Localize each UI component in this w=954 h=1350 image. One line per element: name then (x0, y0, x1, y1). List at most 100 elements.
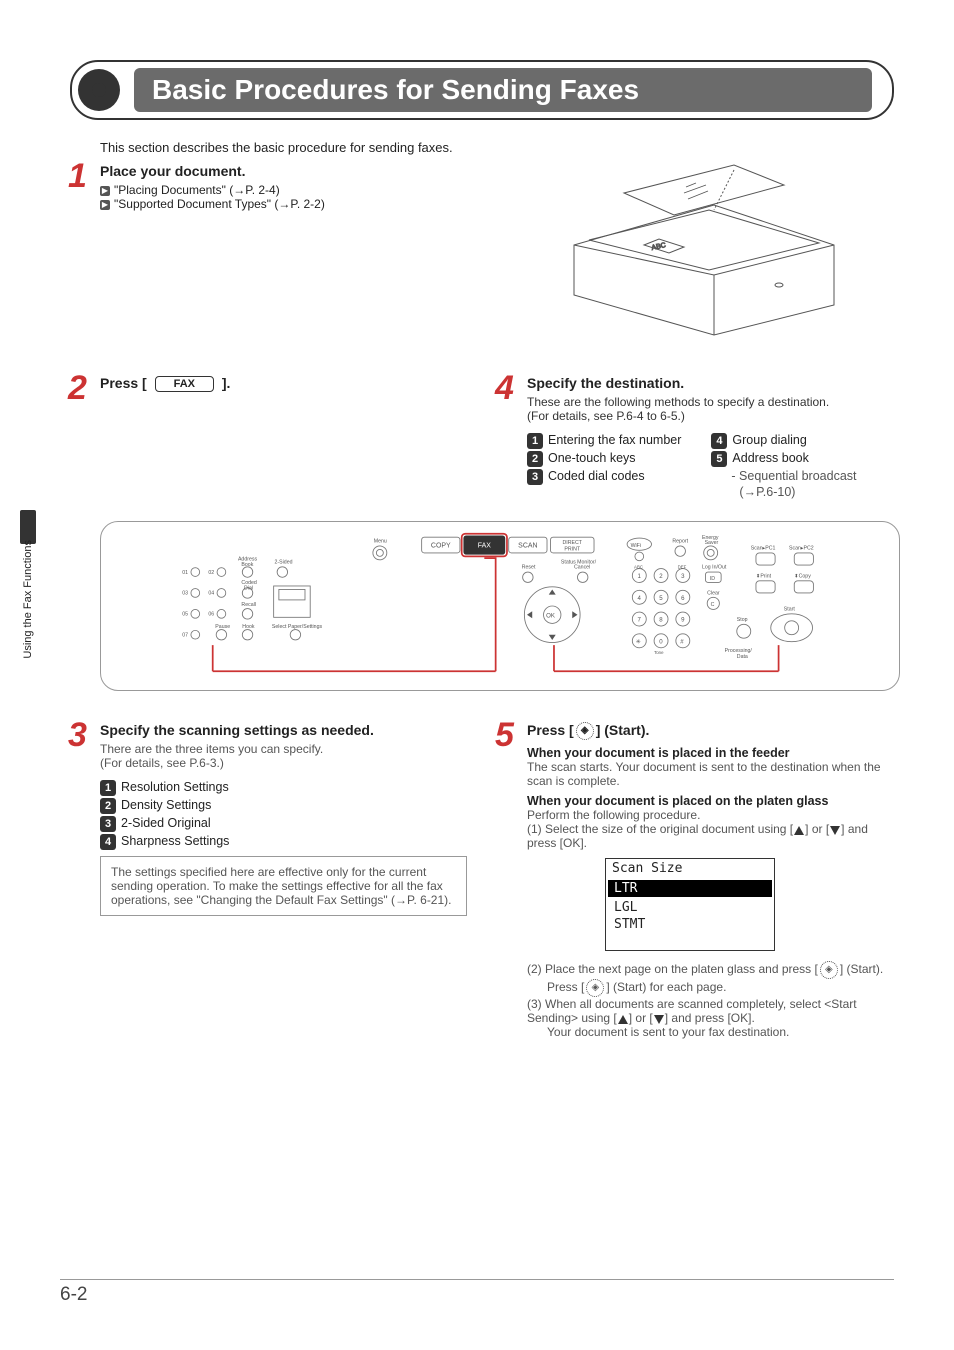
s5-p2: Perform the following procedure. (527, 808, 894, 822)
svg-text:2: 2 (659, 573, 663, 580)
svg-text:OK: OK (546, 612, 555, 619)
svg-text:⬍Copy: ⬍Copy (794, 573, 811, 579)
step-2-press: Press [ (100, 375, 147, 391)
svg-text:Processing/: Processing/ (725, 648, 753, 654)
svg-text:Hook: Hook (242, 624, 255, 630)
svg-text:Scan▸PC2: Scan▸PC2 (789, 545, 814, 551)
svg-text:Saver: Saver (705, 540, 719, 546)
step-3: 3 Specify the scanning settings as neede… (100, 722, 467, 916)
scan-size-display: Scan Size LTR LGL STMT (605, 858, 775, 951)
step-3-sub2: (For details, see P.6-3.) (100, 756, 467, 770)
svg-text:01: 01 (182, 570, 188, 576)
s4-extra1: - Sequential broadcast (731, 469, 856, 483)
s3-i4: 4Sharpness Settings (100, 834, 467, 850)
svg-text:DIRECT: DIRECT (563, 540, 583, 546)
svg-text:6: 6 (681, 595, 685, 602)
svg-text:Pause: Pause (215, 624, 230, 630)
step-2-heading: Press [ FAX ]. (100, 375, 467, 392)
step-5-num: 5 (495, 716, 514, 755)
s5-h1: When your document is placed in the feed… (527, 746, 894, 760)
step-2-num: 2 (68, 369, 87, 408)
step-4-num: 4 (495, 369, 514, 408)
svg-text:Start: Start (784, 606, 796, 612)
intro-text: This section describes the basic procedu… (100, 140, 894, 155)
start-icon: ◈ (576, 722, 594, 740)
svg-text:05: 05 (182, 612, 188, 618)
scan-r1: LGL (606, 899, 774, 916)
s4-l2: 2One-touch keys (527, 451, 681, 467)
svg-text:1: 1 (638, 573, 642, 580)
s3-i1: 1Resolution Settings (100, 780, 467, 796)
scan-r2: STMT (606, 916, 774, 933)
page-title: Basic Procedures for Sending Faxes (134, 68, 872, 112)
svg-text:Tone: Tone (654, 650, 664, 655)
svg-text:Stop: Stop (737, 617, 748, 623)
svg-text:06: 06 (208, 612, 214, 618)
svg-text:FAX: FAX (478, 543, 492, 550)
s4-r2: 5Address book (711, 451, 856, 467)
svg-text:DEF: DEF (678, 565, 687, 570)
start-icon-small2: ◈ (586, 979, 604, 997)
svg-text:Menu: Menu (374, 538, 387, 544)
svg-text:#: # (680, 638, 684, 645)
step-2-close: ]. (222, 375, 231, 391)
step-4-sub1: These are the following methods to speci… (527, 395, 894, 409)
svg-text:Recall: Recall (241, 602, 256, 608)
s5-l1: (1) Select the size of the original docu… (527, 822, 894, 850)
title-bar: Basic Procedures for Sending Faxes (70, 60, 894, 120)
step-1-num: 1 (68, 157, 87, 196)
step-3-heading: Specify the scanning settings as needed. (100, 722, 467, 738)
s4-l3: 3Coded dial codes (527, 469, 681, 485)
svg-text:03: 03 (182, 591, 188, 597)
svg-text:SCAN: SCAN (518, 543, 537, 550)
step-4: 4 Specify the destination. These are the… (527, 375, 894, 501)
svg-text:Cancel: Cancel (574, 565, 590, 571)
side-tab-label: Using the Fax Functions (22, 540, 34, 659)
control-panel-illustration: 01 02 03 04 05 06 07 Pause AddressBook C… (100, 521, 900, 691)
svg-text:3: 3 (681, 573, 685, 580)
svg-text:Dial: Dial (244, 585, 253, 591)
s5-l2: (2) Place the next page on the platen gl… (527, 961, 894, 979)
scan-selected: LTR (608, 880, 772, 897)
step-5-heading: Press [◈] (Start). (527, 722, 894, 740)
svg-text:4: 4 (638, 595, 642, 602)
svg-text:8: 8 (659, 617, 663, 624)
svg-text:⬍Print: ⬍Print (756, 573, 772, 579)
step-5: 5 Press [◈] (Start). When your document … (527, 722, 894, 1039)
s5-l3: (3) When all documents are scanned compl… (527, 997, 894, 1025)
title-bullet-icon (78, 69, 120, 111)
svg-text:Book: Book (241, 562, 253, 568)
s4-extra2: (→P.6-10) (739, 485, 856, 499)
s5-h2: When your document is placed on the plat… (527, 794, 894, 808)
s4-r1: 4Group dialing (711, 433, 856, 449)
step-4-heading: Specify the destination. (527, 375, 894, 391)
s3-i2: 2Density Settings (100, 798, 467, 814)
s5-l3d: Your document is sent to your fax destin… (547, 1025, 894, 1039)
svg-text:0: 0 (659, 638, 663, 645)
svg-text:WiFi: WiFi (631, 543, 641, 549)
svg-text:07: 07 (182, 632, 188, 638)
svg-text:C: C (711, 602, 715, 608)
svg-text:Reset: Reset (522, 565, 536, 571)
svg-text:COPY: COPY (431, 543, 451, 550)
start-icon-small: ◈ (820, 961, 838, 979)
step-4-sub2: (For details, see P.6-4 to 6-5.) (527, 409, 894, 423)
svg-text:02: 02 (208, 570, 214, 576)
svg-text:Scan▸PC1: Scan▸PC1 (751, 545, 776, 551)
step-3-sub1: There are the three items you can specif… (100, 742, 467, 756)
svg-text:Data: Data (737, 654, 748, 660)
scan-title: Scan Size (606, 859, 774, 878)
svg-text:7: 7 (638, 617, 642, 624)
s5-p1: The scan starts. Your document is sent t… (527, 760, 894, 788)
svg-text:5: 5 (659, 595, 663, 602)
svg-text:9: 9 (681, 617, 685, 624)
svg-text:Report: Report (672, 538, 688, 544)
s3-i3: 32-Sided Original (100, 816, 467, 832)
svg-text:2-Sided: 2-Sided (275, 559, 293, 565)
svg-text:Clear: Clear (707, 591, 720, 597)
svg-text:ABC: ABC (651, 242, 667, 252)
svg-text:ABC: ABC (634, 565, 643, 570)
feeder-illustration: ABC (534, 155, 854, 345)
step-3-note: The settings specified here are effectiv… (100, 856, 467, 916)
step-2: 2 Press [ FAX ]. (100, 375, 467, 392)
